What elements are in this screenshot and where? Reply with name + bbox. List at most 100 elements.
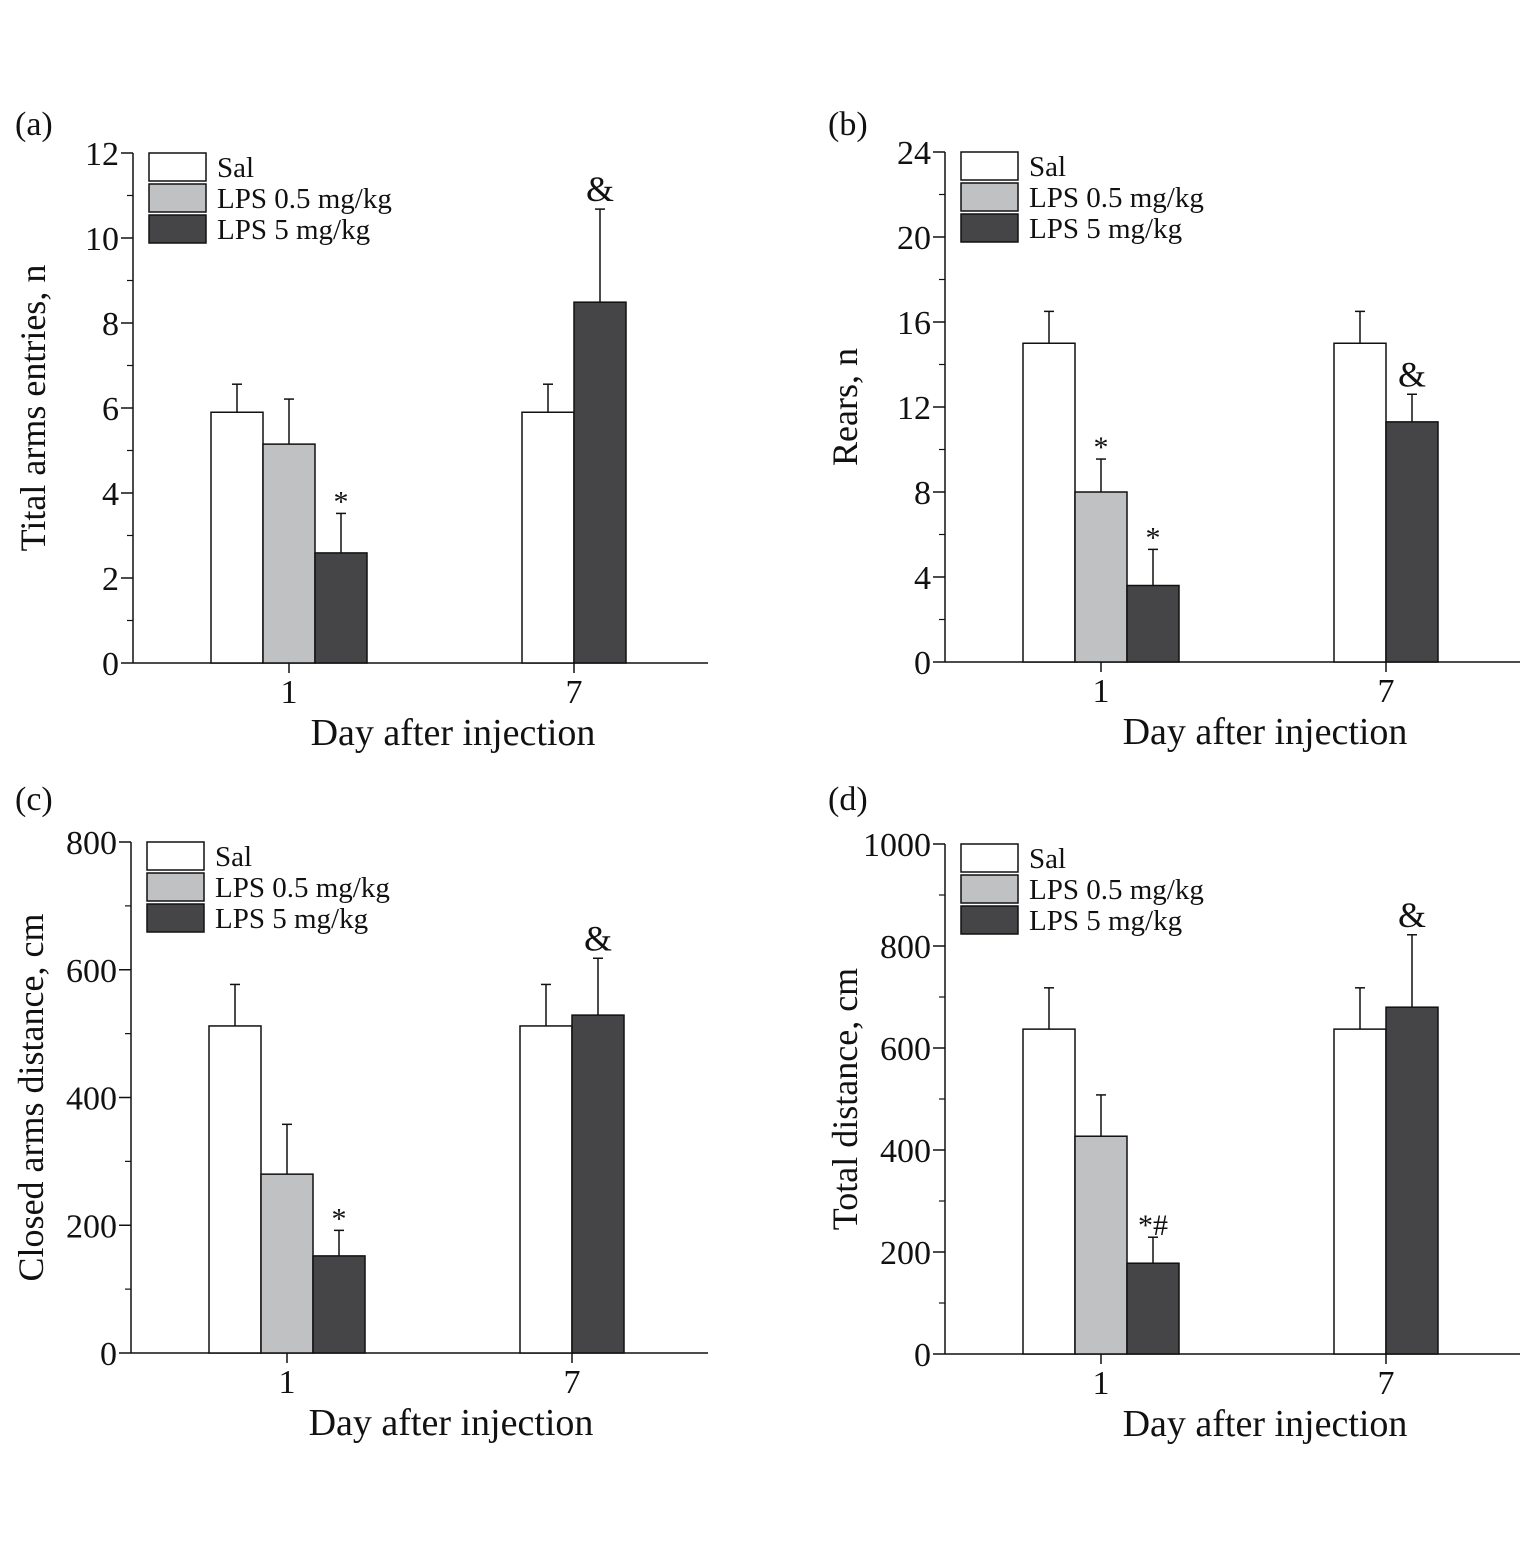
- y-tick-label: 0: [914, 1337, 931, 1374]
- bar-lps-5-mg-kg-day-7: [573, 301, 627, 664]
- y-tick-label: 600: [880, 1031, 931, 1068]
- legend-label: Sal: [1029, 843, 1066, 875]
- y-tick-label: 24: [897, 135, 931, 172]
- legend-swatch: [148, 214, 207, 244]
- y-axis-title: Total distance, cm: [825, 968, 865, 1230]
- legend-swatch: [960, 874, 1019, 904]
- y-tick-label: 200: [66, 1208, 117, 1245]
- y-tick-label: 12: [85, 136, 119, 173]
- y-tick-label: 8: [914, 475, 931, 512]
- bar-sal-day-1: [208, 1025, 262, 1354]
- bar-lps-5-mg-kg-day-1: [1126, 1262, 1180, 1355]
- bar-sal-day-1: [210, 411, 264, 664]
- y-tick-label: 400: [66, 1081, 117, 1118]
- y-axis-title: Tital arms entries, n: [13, 265, 53, 552]
- y-tick-label: 6: [102, 391, 119, 428]
- x-tick-label: 7: [1378, 1365, 1395, 1402]
- significance-annotation: &: [1398, 354, 1426, 394]
- legend-swatch: [960, 905, 1019, 935]
- bar-lps-5-mg-kg-day-7: [571, 1014, 625, 1354]
- legend-label: LPS 0.5 mg/kg: [1029, 182, 1204, 214]
- y-tick-label: 8: [102, 306, 119, 343]
- bar-lps-0-5-mg-kg-day-1: [1074, 1135, 1128, 1355]
- bar-sal-day-7: [1333, 1028, 1387, 1355]
- x-axis-title: Day after injection: [1123, 1403, 1408, 1445]
- y-axis-title: Rears, n: [825, 348, 865, 466]
- x-axis-title: Day after injection: [311, 712, 596, 754]
- y-tick-label: 400: [880, 1133, 931, 1170]
- legend-swatch: [146, 841, 205, 871]
- significance-annotation: *: [1146, 521, 1161, 554]
- bar-sal-day-7: [519, 1025, 573, 1354]
- y-tick-label: 12: [897, 390, 931, 427]
- x-tick-label: 1: [1093, 1365, 1110, 1402]
- y-tick-label: 0: [914, 645, 931, 682]
- bar-lps-0-5-mg-kg-day-1: [1074, 491, 1128, 663]
- significance-annotation: *: [334, 485, 349, 518]
- significance-annotation: *: [332, 1202, 347, 1235]
- panel-label: (c): [15, 781, 53, 818]
- panel-label: (a): [15, 106, 53, 143]
- bar-lps-5-mg-kg-day-7: [1385, 421, 1439, 663]
- bar-sal-day-7: [1333, 342, 1387, 663]
- x-axis-title: Day after injection: [1123, 711, 1408, 753]
- bar-sal-day-1: [1022, 1028, 1076, 1355]
- panel-label: (b): [828, 106, 868, 143]
- y-tick-label: 0: [100, 1336, 117, 1373]
- legend-swatch: [148, 183, 207, 213]
- legend-swatch: [960, 182, 1019, 212]
- y-axis-title: Closed arms distance, cm: [11, 914, 51, 1282]
- y-tick-label: 800: [880, 929, 931, 966]
- panel-c: (c) 0 200 400 600 800 Closed arms distance, cm…: [11, 781, 708, 1444]
- bar-lps-5-mg-kg-day-1: [1126, 584, 1180, 663]
- bar-sal-day-1: [1022, 342, 1076, 663]
- y-tick-label: 0: [102, 646, 119, 683]
- y-tick-label: 800: [66, 825, 117, 862]
- x-tick-label: 1: [281, 674, 298, 711]
- bar-lps-5-mg-kg-day-1: [312, 1255, 366, 1354]
- x-tick-label: 7: [566, 674, 583, 711]
- legend-label: Sal: [217, 152, 254, 184]
- legend-swatch: [146, 872, 205, 902]
- legend-swatch: [960, 151, 1019, 181]
- significance-annotation: &: [584, 918, 612, 958]
- x-tick-label: 7: [564, 1364, 581, 1401]
- legend-label: Sal: [1029, 151, 1066, 183]
- legend-label: LPS 5 mg/kg: [1029, 905, 1182, 937]
- y-tick-label: 1000: [863, 827, 931, 864]
- significance-annotation: &: [586, 169, 614, 209]
- legend-label: Sal: [215, 841, 252, 873]
- legend-label: LPS 5 mg/kg: [1029, 213, 1182, 245]
- legend-label: LPS 5 mg/kg: [217, 214, 370, 246]
- x-tick-label: 7: [1378, 673, 1395, 710]
- legend-label: LPS 5 mg/kg: [215, 903, 368, 935]
- bar-lps-5-mg-kg-day-7: [1385, 1006, 1439, 1355]
- legend-label: LPS 0.5 mg/kg: [215, 872, 390, 904]
- legend-label: LPS 0.5 mg/kg: [1029, 874, 1204, 906]
- significance-annotation: *#: [1138, 1209, 1168, 1242]
- y-tick-label: 20: [897, 220, 931, 257]
- significance-annotation: &: [1398, 895, 1426, 935]
- y-tick-label: 2: [102, 561, 119, 598]
- y-tick-label: 10: [85, 221, 119, 258]
- bar-lps-0-5-mg-kg-day-1: [262, 443, 316, 664]
- legend-swatch: [148, 152, 207, 182]
- x-tick-label: 1: [1093, 673, 1110, 710]
- x-tick-label: 1: [279, 1364, 296, 1401]
- bar-lps-5-mg-kg-day-1: [314, 552, 368, 664]
- panel-label: (d): [828, 781, 868, 818]
- y-tick-label: 16: [897, 305, 931, 342]
- legend-swatch: [960, 213, 1019, 243]
- x-axis-title: Day after injection: [309, 1402, 594, 1444]
- bar-sal-day-7: [521, 411, 575, 664]
- y-tick-label: 4: [102, 476, 119, 513]
- legend-swatch: [146, 903, 205, 933]
- y-tick-label: 4: [914, 560, 931, 597]
